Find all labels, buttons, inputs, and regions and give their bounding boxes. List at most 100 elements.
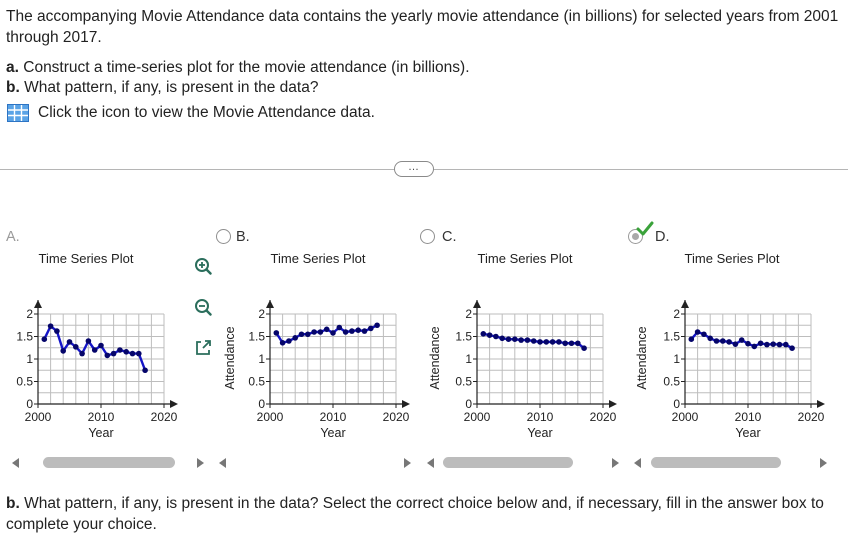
option-c-letter: C. [442,229,457,245]
y-axis-label: Attendance [635,326,649,389]
y-axis-arrow [266,300,274,308]
data-point [512,336,518,342]
data-point [707,335,713,342]
data-point [136,350,142,357]
part-b-label: b. [6,79,20,96]
y-tick-label: 1 [26,352,33,366]
part-b-text: What pattern, if any, is present in the … [24,79,319,96]
y-axis-arrow [681,300,689,308]
x-axis-arrow [817,400,825,408]
x-tick-label: 2020 [383,410,410,424]
data-point [776,341,783,348]
y-tick-label: 2 [465,307,472,321]
data-link-text[interactable]: Click the icon to view the Movie Attenda… [38,104,375,121]
x-axis-arrow [402,400,410,408]
data-point [556,339,562,345]
y-tick-label: 0.5 [455,375,472,389]
data-link[interactable]: Click the icon to view the Movie Attenda… [7,104,375,122]
x-axis-label: Year [735,426,760,440]
zoom-in-icon[interactable] [194,257,212,275]
data-point [292,335,298,341]
data-point [480,331,487,337]
x-tick-label: 2010 [735,410,762,424]
y-tick-label: 0 [673,397,680,411]
data-point [524,337,531,343]
data-point [499,335,505,342]
y-tick-label: 0 [26,397,33,411]
x-axis-arrow [609,400,617,408]
plot-c-chart: 0 0.5 1 1.5 2 2000 2010 2020 Year Attendance [428,300,617,440]
plot-b-title: Time Series Plot [270,251,366,266]
data-point [129,350,136,357]
scrollbar-thumb-d[interactable] [651,457,781,468]
data-point [91,347,98,353]
part-a-text: Construct a time-series plot for the mov… [23,59,470,76]
scrollbar-thumb-c[interactable] [443,457,573,468]
data-point [361,328,368,334]
scroll-left-arrow-d[interactable] [634,458,641,468]
scroll-left-arrow-a[interactable] [12,458,19,468]
expand-button[interactable]: … [394,161,434,177]
data-point [104,352,111,359]
y-tick-label: 0.5 [248,375,265,389]
data-point [732,341,739,347]
scroll-right-arrow-b[interactable] [404,458,411,468]
option-c-radio[interactable] [420,229,435,244]
data-point [518,337,524,343]
scroll-right-arrow-a[interactable] [197,458,204,468]
data-point [537,339,543,345]
part-b-prompt-text: What pattern, if any, is present in the … [6,495,824,533]
y-tick-label: 2 [673,307,680,321]
data-point [117,347,123,353]
data-point [530,338,537,344]
data-point [493,333,499,340]
question-intro: The accompanying Movie Attendance data c… [6,8,839,46]
x-axis-label: Year [320,426,345,440]
data-point [279,340,286,346]
scroll-left-arrow-b[interactable] [219,458,226,468]
data-point [757,340,764,347]
data-point [505,336,512,342]
data-point [745,340,751,347]
data-point [330,330,336,336]
plot-a-title: Time Series Plot [38,251,134,266]
scroll-right-arrow-c[interactable] [612,458,619,468]
data-point [543,339,550,345]
table-grid-icon[interactable] [7,104,29,122]
option-d-radio[interactable] [628,229,643,244]
data-point [770,341,776,347]
y-tick-label: 1.5 [663,330,680,344]
part-a-question: a. Construct a time-series plot for the … [6,58,470,78]
data-point [575,340,581,347]
y-tick-label: 1.5 [455,330,472,344]
y-tick-label: 2 [258,307,265,321]
data-point [751,343,758,350]
option-a-letter: A. [6,229,20,245]
grid-lines [684,313,812,405]
x-tick-label: 2000 [464,410,491,424]
open-external-icon[interactable] [194,339,212,357]
plot-a-chart: 0 0.5 1 1.5 2 2000 2010 2020 Year [16,300,178,440]
data-point [764,341,770,348]
data-point [738,337,745,343]
x-tick-label: 2020 [798,410,825,424]
part-b-prompt: b. What pattern, if any, is present in t… [6,493,842,535]
scrollbar-thumb-a[interactable] [43,457,175,468]
scroll-right-arrow-d[interactable] [820,458,827,468]
data-point [355,327,361,333]
option-b-radio[interactable] [216,229,231,244]
option-d-letter: D. [655,229,670,245]
x-tick-label: 2000 [25,410,52,424]
data-point [549,339,556,345]
x-tick-label: 2020 [590,410,617,424]
data-point [562,340,568,347]
x-axis-label: Year [88,426,113,440]
grid-lines [476,313,604,405]
y-tick-label: 0 [258,397,265,411]
scroll-left-arrow-c[interactable] [427,458,434,468]
data-point [60,348,66,354]
data-point [581,345,587,351]
zoom-out-icon[interactable] [194,298,212,316]
data-point [317,329,324,335]
plot-c-title: Time Series Plot [477,251,573,266]
